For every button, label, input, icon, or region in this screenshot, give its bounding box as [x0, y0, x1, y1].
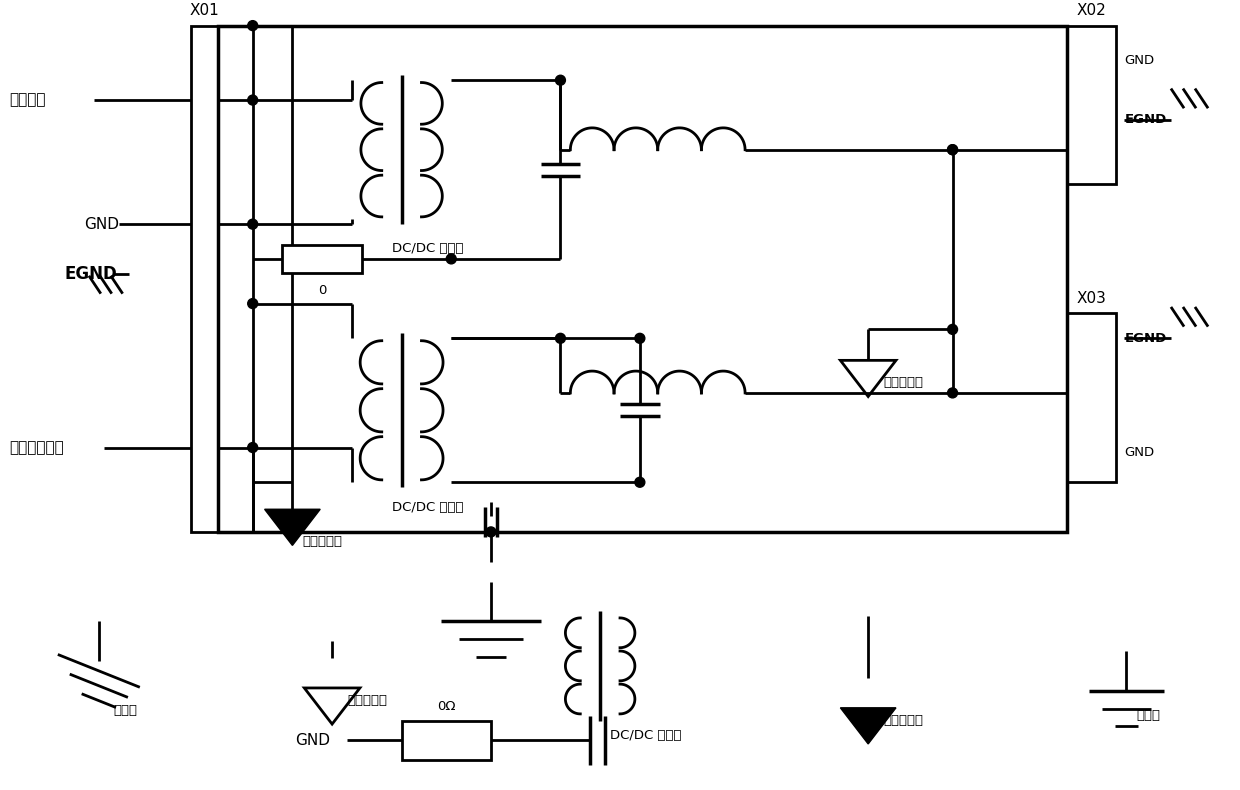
Circle shape [635, 477, 645, 487]
Circle shape [248, 219, 258, 229]
Text: DC/DC 变换器: DC/DC 变换器 [392, 243, 464, 255]
Text: 模拟地: 模拟地 [1136, 709, 1161, 722]
Text: GND: GND [295, 733, 330, 748]
Circle shape [446, 254, 456, 264]
Text: DC/DC 变换器: DC/DC 变换器 [392, 501, 464, 514]
Text: GND: GND [84, 216, 119, 231]
Circle shape [248, 21, 258, 31]
Polygon shape [841, 708, 897, 744]
Circle shape [486, 527, 496, 537]
Circle shape [248, 299, 258, 309]
Text: 0: 0 [317, 284, 326, 297]
Circle shape [556, 333, 565, 344]
Text: 一次电源地: 一次电源地 [883, 714, 923, 727]
Circle shape [248, 442, 258, 453]
Text: 机充地: 机充地 [114, 704, 138, 717]
Text: 一次电源: 一次电源 [10, 92, 46, 107]
Text: 二次电源地: 二次电源地 [347, 694, 387, 707]
Polygon shape [264, 510, 320, 545]
Bar [1066, 25, 1116, 184]
Text: EGND: EGND [1125, 332, 1167, 344]
Text: EGND: EGND [64, 265, 117, 283]
Circle shape [947, 325, 957, 334]
Text: X03: X03 [1076, 291, 1106, 306]
Text: GND: GND [1125, 54, 1154, 67]
Bar [191, 25, 218, 532]
Circle shape [635, 333, 645, 344]
Bar [283, 245, 362, 273]
Text: 一次电源地: 一次电源地 [303, 536, 342, 548]
Circle shape [947, 145, 957, 155]
Bar [1066, 314, 1116, 482]
Text: GND: GND [1125, 446, 1154, 459]
Text: 一次电源回线: 一次电源回线 [10, 440, 64, 455]
Bar [402, 720, 491, 760]
Bar [218, 25, 1066, 532]
Text: EGND: EGND [1125, 114, 1167, 126]
Text: 0Ω: 0Ω [436, 700, 455, 713]
Circle shape [947, 388, 957, 398]
Text: DC/DC 变换器: DC/DC 变换器 [610, 729, 682, 742]
Text: 二次电源地: 二次电源地 [883, 377, 923, 389]
Circle shape [248, 95, 258, 105]
Text: X01: X01 [190, 2, 219, 17]
Text: X02: X02 [1076, 2, 1106, 17]
Circle shape [947, 145, 957, 155]
Circle shape [556, 75, 565, 85]
